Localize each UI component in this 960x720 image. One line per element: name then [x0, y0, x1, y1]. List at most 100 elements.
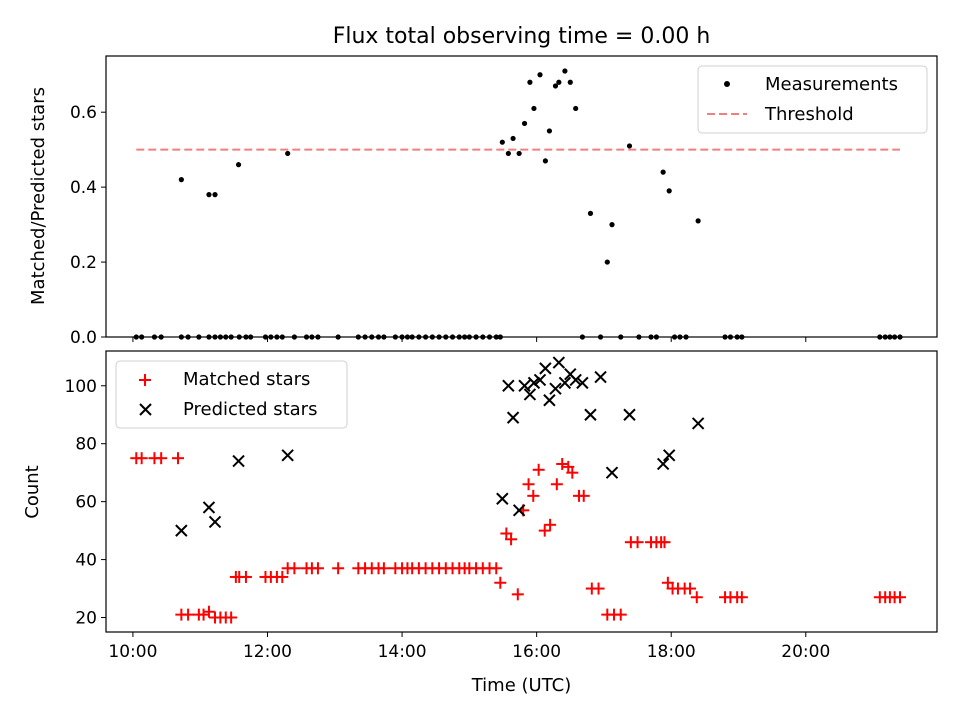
measurement-point: [537, 72, 543, 78]
bottom-x-ticks: 10:00 12:00 14:00 16:00 18:00 20:00: [108, 632, 830, 662]
top-x-ticks: [132, 337, 807, 342]
matched-star-point: [239, 570, 252, 583]
matched-star-point: [288, 562, 301, 575]
measurement-point: [527, 79, 533, 85]
top-axes: 0.0 0.2 0.4 0.6 Matched/Predicted stars Mea…: [28, 55, 938, 348]
measurement-point: [552, 83, 559, 89]
matched-star-point: [893, 591, 906, 604]
bottom-legend-frame: [115, 360, 348, 429]
predicted-star-point: [656, 457, 670, 471]
matched-star-point: [494, 576, 507, 589]
legend-predicted-marker: [139, 403, 152, 416]
predicted-star-point: [576, 376, 589, 390]
bottom-legend: Matched stars Predicted stars: [115, 360, 348, 429]
legend-measurements-label: Measurements: [765, 74, 898, 95]
measurement-point: [505, 150, 511, 157]
predicted-star-point: [518, 379, 531, 392]
bottom-y-tick-label: 100: [65, 377, 97, 397]
predicted-star-point: [552, 356, 566, 369]
bottom-y-ticks: 20 40 60 80 100: [65, 377, 106, 629]
matched-star-point: [135, 452, 148, 465]
matched-star-point: [332, 562, 345, 575]
bottom-y-axis-label: Count: [22, 465, 43, 518]
measurement-point: [562, 68, 568, 74]
measurement-point: [660, 169, 666, 175]
bottom-y-tick-label: 80: [75, 435, 97, 455]
legend-threshold-label: Threshold: [764, 104, 854, 125]
bottom-axes-frame: [105, 350, 938, 633]
legend-measurements-marker: [724, 81, 730, 87]
predicted-star-point: [584, 408, 597, 421]
top-axes-frame: [105, 55, 938, 338]
predicted-star-point: [662, 449, 676, 462]
measurement-point: [626, 143, 633, 149]
predicted-star-point: [512, 504, 526, 517]
measurement-point: [573, 105, 579, 112]
legend-matched-marker: [139, 374, 151, 386]
matched-star-point: [614, 608, 627, 621]
matched-star-point: [202, 605, 215, 618]
matched-star-point: [538, 524, 551, 537]
matched-star-point: [522, 478, 535, 491]
matched-star-point: [171, 452, 184, 465]
measurement-point: [516, 150, 522, 157]
predicted-star-point: [502, 379, 515, 392]
predicted-star-point: [569, 373, 582, 387]
measurement-point: [178, 177, 184, 183]
x-tick-label: 16:00: [512, 642, 561, 662]
measurement-point: [556, 79, 562, 85]
matched-star-point: [544, 518, 557, 531]
top-y-tick-label: 0.2: [70, 253, 97, 273]
measurement-point: [609, 222, 615, 228]
predicted-star-point: [281, 449, 294, 462]
predicted-star-point: [605, 466, 619, 479]
predicted-star-point: [549, 382, 562, 395]
matched-star-point: [182, 608, 195, 621]
measurement-point: [546, 128, 553, 134]
measurement-point: [206, 192, 212, 198]
measurement-point: [567, 79, 573, 85]
predicted-star-point: [533, 373, 547, 387]
top-y-axis-label: Matched/Predicted stars: [28, 87, 49, 305]
predicted-star-point: [202, 501, 216, 514]
predicted-star-point: [594, 370, 607, 384]
top-legend-frame: [697, 65, 928, 134]
measurement-point: [587, 210, 594, 216]
top-y-tick-label: 0.6: [70, 103, 97, 123]
measurement-point: [521, 120, 528, 127]
bottom-y-tick-label: 40: [75, 551, 97, 571]
x-tick-label: 12:00: [243, 642, 292, 662]
matched-star-point: [556, 457, 569, 470]
predicted-star-point: [558, 376, 572, 390]
bottom-axes: 20 40 60 80 100 10:00 12:00 14:00 16:00 18:00 20:…: [22, 350, 938, 696]
x-axis-label: Time (UTC): [471, 675, 572, 696]
matched-star-point: [690, 591, 703, 604]
predicted-star-point: [208, 515, 222, 529]
matched-star-point: [377, 562, 390, 575]
measurement-point: [695, 218, 701, 224]
predicted-star-point: [523, 388, 537, 401]
x-tick-label: 10:00: [108, 642, 157, 662]
measurement-point: [531, 105, 537, 112]
matched-star-point: [527, 489, 540, 502]
predicted-star-point: [496, 492, 509, 505]
x-tick-label: 20:00: [781, 642, 830, 662]
predicted-star-point: [527, 376, 541, 390]
top-y-tick-label: 0.0: [70, 328, 97, 348]
matched-star-point: [566, 466, 579, 479]
predicted-star-point: [539, 362, 552, 375]
matched-star-point: [658, 536, 671, 549]
bottom-plot-marks: [130, 356, 906, 624]
predicted-star-point: [506, 411, 520, 424]
legend-predicted-label: Predicted stars: [183, 399, 317, 420]
x-tick-label: 14:00: [378, 642, 427, 662]
measurement-point: [212, 192, 218, 198]
top-legend: Measurements Threshold: [697, 65, 928, 134]
matched-star-point: [276, 570, 289, 583]
legend-matched-label: Matched stars: [183, 369, 310, 390]
bottom-y-tick-label: 60: [75, 493, 97, 513]
x-tick-label: 18:00: [647, 642, 696, 662]
predicted-star-point: [232, 454, 245, 468]
measurement-point: [499, 139, 505, 145]
